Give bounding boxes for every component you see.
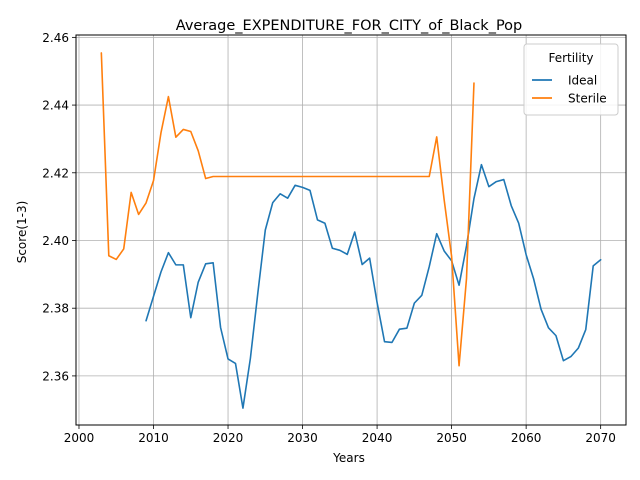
y-tick-label: 2.44 — [42, 99, 69, 113]
x-tick-label: 2040 — [362, 431, 393, 445]
y-tick-label: 2.42 — [42, 166, 69, 180]
x-tick-label: 2060 — [511, 431, 542, 445]
x-axis-ticks: 2000 2010 2020 2030 2040 2050 2060 2070 — [64, 425, 616, 445]
x-tick-label: 2010 — [138, 431, 169, 445]
x-tick-label: 2000 — [64, 431, 95, 445]
series-line-sterile — [100, 52, 475, 367]
legend: Fertility Ideal Sterile — [523, 43, 619, 116]
y-axis-ticks: 2.36 2.38 2.40 2.42 2.44 2.46 — [42, 31, 76, 383]
y-tick-label: 2.46 — [42, 31, 69, 45]
legend-title: Fertility — [548, 51, 593, 65]
chart-title: Average_EXPENDITURE_FOR_CITY_of_Black_Po… — [176, 18, 523, 34]
legend-label-sterile: Sterile — [568, 92, 607, 106]
x-tick-label: 2050 — [436, 431, 467, 445]
y-tick-label: 2.36 — [42, 369, 69, 383]
y-tick-label: 2.38 — [42, 302, 69, 316]
x-tick-label: 2030 — [287, 431, 318, 445]
x-tick-label: 2020 — [213, 431, 244, 445]
x-tick-label: 2070 — [585, 431, 616, 445]
series-lines — [100, 52, 602, 409]
y-axis-label: Score(1-3) — [15, 201, 29, 264]
series-line-ideal — [145, 163, 602, 409]
plot-frame — [75, 34, 627, 426]
y-tick-label: 2.40 — [42, 234, 69, 248]
legend-label-ideal: Ideal — [568, 74, 597, 88]
x-axis-label: Years — [332, 451, 365, 465]
